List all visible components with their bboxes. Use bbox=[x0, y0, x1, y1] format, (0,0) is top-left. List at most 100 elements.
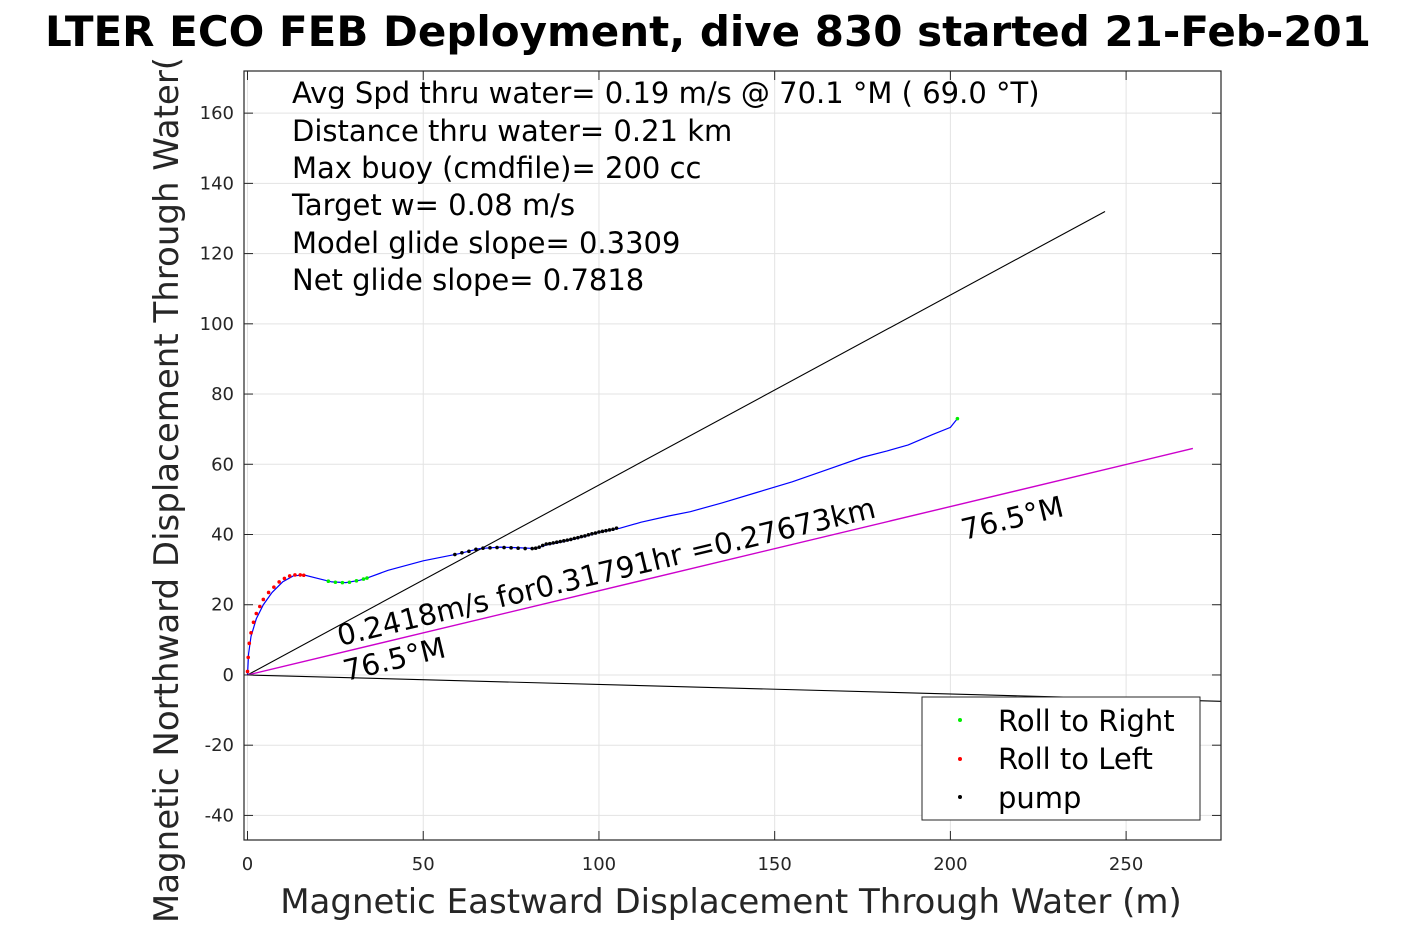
legend-label-pump: pump bbox=[998, 781, 1081, 815]
x-axis-ticks: 0 50 100 150 200 250 bbox=[242, 71, 1143, 875]
point-pump bbox=[593, 531, 598, 535]
y-tick-label: 0 bbox=[223, 665, 234, 686]
point-pump bbox=[600, 529, 605, 534]
point-roll-to-right bbox=[365, 576, 369, 580]
point-pump bbox=[530, 546, 534, 551]
info-target-w: Target w= 0.08 m/s bbox=[291, 188, 575, 222]
points-layer bbox=[245, 416, 960, 674]
track-line bbox=[246, 418, 958, 675]
point-roll-to-right bbox=[340, 580, 345, 585]
point-roll-to-left bbox=[277, 580, 281, 584]
x-tick-label: 200 bbox=[933, 854, 967, 875]
point-roll-to-left bbox=[258, 604, 262, 609]
x-tick-label: 0 bbox=[242, 854, 253, 875]
point-pump bbox=[554, 540, 559, 545]
point-pump bbox=[523, 546, 527, 551]
point-pump bbox=[509, 546, 513, 550]
point-roll-to-left bbox=[293, 573, 297, 577]
point-roll-to-left bbox=[266, 590, 271, 595]
y-tick-label: -40 bbox=[205, 805, 234, 826]
legend: Roll to Right Roll to Left pump bbox=[921, 696, 1201, 821]
point-roll-to-left bbox=[247, 641, 252, 646]
info-distance: Distance thru water= 0.21 km bbox=[292, 114, 732, 148]
point-pump bbox=[583, 534, 587, 538]
point-pump bbox=[453, 552, 457, 557]
point-pump bbox=[562, 539, 566, 543]
point-pump bbox=[579, 534, 584, 539]
point-roll-to-right bbox=[347, 580, 352, 585]
point-roll-to-right bbox=[955, 416, 960, 421]
point-pump bbox=[586, 533, 591, 537]
point-pump bbox=[590, 532, 594, 536]
y-tick-label: 140 bbox=[200, 173, 234, 194]
info-max-buoy: Max buoy (cmdfile)= 200 cc bbox=[292, 151, 701, 185]
info-model-glide-slope: Model glide slope= 0.3309 bbox=[292, 226, 680, 260]
info-net-glide-slope: Net glide slope= 0.7818 bbox=[292, 263, 644, 297]
point-roll-to-right bbox=[326, 579, 331, 584]
legend-marker-pump bbox=[958, 795, 962, 799]
point-pump bbox=[551, 541, 556, 545]
point-pump bbox=[467, 549, 471, 554]
point-roll-to-left bbox=[245, 669, 250, 674]
y-axis-label: Magnetic Northward Displacement Through … bbox=[147, 57, 187, 923]
point-pump bbox=[607, 528, 612, 532]
point-pump bbox=[502, 545, 506, 550]
point-roll-to-left bbox=[282, 576, 287, 581]
x-tick-label: 150 bbox=[757, 854, 791, 875]
y-tick-label: 100 bbox=[200, 314, 234, 335]
axes-box bbox=[243, 70, 1222, 841]
point-pump bbox=[614, 526, 619, 530]
y-tick-label: -20 bbox=[205, 735, 234, 756]
point-roll-to-left bbox=[249, 631, 253, 635]
reference-line bbox=[247, 447, 1194, 676]
x-tick-label: 100 bbox=[582, 854, 616, 875]
point-pump bbox=[516, 546, 520, 551]
legend-box bbox=[921, 696, 1201, 821]
point-roll-to-right bbox=[361, 577, 366, 581]
legend-marker-roll-right bbox=[958, 718, 962, 722]
x-axis-label: Magnetic Eastward Displacement Through W… bbox=[280, 882, 1182, 922]
point-pump bbox=[558, 539, 563, 544]
info-box: Avg Spd thru water= 0.19 m/s @ 70.1 °M (… bbox=[291, 76, 1040, 297]
point-roll-to-right bbox=[354, 579, 359, 583]
y-tick-label: 60 bbox=[211, 454, 234, 475]
point-pump bbox=[495, 545, 499, 550]
point-pump bbox=[533, 546, 538, 551]
point-roll-to-right bbox=[333, 580, 338, 585]
point-pump bbox=[547, 541, 552, 546]
point-pump bbox=[544, 542, 549, 546]
point-pump bbox=[597, 530, 601, 534]
legend-marker-roll-left bbox=[958, 757, 962, 761]
point-roll-to-left bbox=[246, 655, 251, 660]
chart-title: LTER ECO FEB Deployment, dive 830 starte… bbox=[45, 7, 1371, 56]
track-layer bbox=[246, 418, 958, 675]
point-roll-to-left bbox=[254, 611, 259, 616]
point-roll-to-left bbox=[301, 573, 306, 578]
point-roll-to-left bbox=[261, 597, 266, 602]
y-tick-label: 20 bbox=[211, 595, 234, 616]
y-tick-label: 40 bbox=[211, 525, 234, 546]
point-pump bbox=[460, 550, 464, 555]
point-roll-to-left bbox=[251, 620, 256, 625]
point-pump bbox=[488, 546, 492, 550]
point-pump bbox=[474, 547, 478, 552]
point-pump bbox=[604, 528, 608, 533]
y-tick-label: 80 bbox=[211, 384, 234, 405]
point-roll-to-left bbox=[272, 585, 276, 589]
point-pump bbox=[572, 536, 577, 541]
point-roll-to-left bbox=[287, 574, 292, 578]
y-axis-ticks: -40 -20 0 20 40 60 80 100 120 140 160 bbox=[200, 103, 1221, 826]
point-pump bbox=[576, 535, 580, 540]
point-roll-to-left bbox=[298, 573, 303, 577]
info-avg-speed: Avg Spd thru water= 0.19 m/s @ 70.1 °M (… bbox=[292, 76, 1040, 110]
reference-line bbox=[247, 210, 1106, 676]
x-tick-label: 250 bbox=[1109, 854, 1143, 875]
legend-label-roll-right: Roll to Right bbox=[998, 704, 1175, 738]
point-pump bbox=[565, 538, 570, 542]
legend-label-roll-left: Roll to Left bbox=[998, 742, 1153, 776]
x-tick-label: 50 bbox=[412, 854, 435, 875]
point-pump bbox=[569, 537, 573, 542]
point-pump bbox=[611, 527, 615, 532]
grid bbox=[244, 71, 1221, 840]
